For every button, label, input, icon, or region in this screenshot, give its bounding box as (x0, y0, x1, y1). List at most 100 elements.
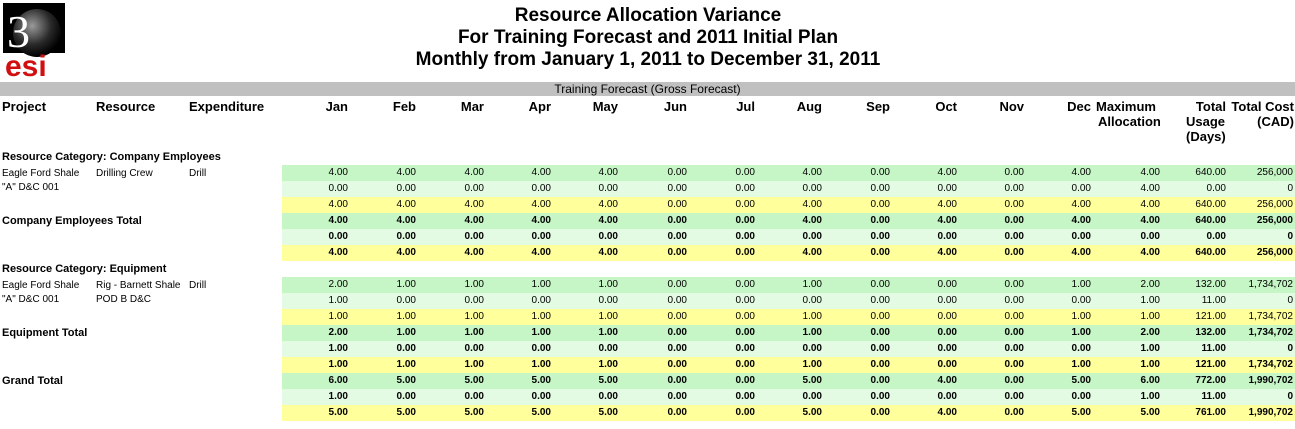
value-cell: 761.00 (1195, 407, 1226, 418)
value-cell: 0.00 (1004, 215, 1024, 226)
value-cell: 0.00 (328, 183, 348, 194)
value-cell: 4.00 (396, 199, 416, 210)
value-cell: 0.00 (598, 343, 618, 354)
value-cell: 5.00 (531, 375, 551, 386)
value-cell: 4.00 (396, 247, 416, 258)
value-cell: 2.00 (328, 327, 348, 338)
value-cell: 0.00 (1004, 167, 1024, 178)
plan-row: 0.00 0.00 0.00 0.00 0.00 0.00 0.00 0.00 0.00 0.00… (282, 229, 1295, 245)
value-cell: 5.00 (1071, 375, 1091, 386)
value-cell: 4.00 (598, 247, 618, 258)
value-cell: 1.00 (802, 279, 822, 290)
category-label: Resource Category: Company Employees (2, 151, 221, 163)
value-cell: 4.00 (802, 215, 822, 226)
value-cell: 0.00 (667, 391, 687, 402)
value-cell: 0.00 (802, 183, 822, 194)
value-cell: 4.00 (464, 167, 484, 178)
value-cell: 4.00 (1071, 247, 1091, 258)
value-cell: 4.00 (531, 247, 551, 258)
value-cell: 0.00 (1071, 391, 1091, 402)
value-cell: 1.00 (396, 279, 416, 290)
value-cell: 0.00 (1071, 183, 1091, 194)
value-cell: 0.00 (1004, 343, 1024, 354)
value-cell: 4.00 (1140, 215, 1160, 226)
value-cell: 1.00 (464, 359, 484, 370)
value-cell: 0.00 (598, 183, 618, 194)
value-cell: 0.00 (937, 231, 957, 242)
value-cell: 0.00 (1071, 231, 1091, 242)
value-cell: 0.00 (937, 391, 957, 402)
value-cell: 1.00 (328, 311, 348, 322)
value-cell: 0.00 (396, 183, 416, 194)
variance-row: 5.00 5.00 5.00 5.00 5.00 0.00 0.00 5.00 0.00 4.00… (282, 405, 1295, 421)
value-cell: 0.00 (735, 407, 755, 418)
value-cell: 5.00 (396, 375, 416, 386)
value-cell: 640.00 (1195, 215, 1226, 226)
value-cell: 0.00 (937, 183, 957, 194)
value-cell: 2.00 (328, 279, 348, 290)
value-cell: 1.00 (1140, 343, 1160, 354)
value-cell: 4.00 (598, 167, 618, 178)
header-month: Jul (736, 99, 755, 114)
value-cell: 1.00 (396, 327, 416, 338)
value-cell: 0.00 (1004, 231, 1024, 242)
report-subtitle: For Training Forecast and 2011 Initial P… (457, 27, 839, 48)
value-cell: 0.00 (1071, 295, 1091, 306)
value-cell: 0.00 (870, 199, 890, 210)
resource-name: Rig - Barnett Shale (96, 280, 181, 291)
value-cell: 4.00 (1140, 247, 1160, 258)
value-cell: 1,990,702 (1248, 375, 1294, 386)
value-cell: 0.00 (667, 215, 687, 226)
report-title: Resource Allocation Variance (514, 5, 782, 26)
value-cell: 0.00 (531, 183, 551, 194)
value-cell: 0.00 (870, 359, 890, 370)
value-cell: 256,000 (1256, 167, 1293, 178)
plan-row: 1.00 0.00 0.00 0.00 0.00 0.00 0.00 0.00 0.00 0.00… (282, 341, 1295, 357)
value-cell: 0.00 (1004, 327, 1024, 338)
value-cell: 2.00 (1140, 279, 1160, 290)
forecast-row: 2.00 1.00 1.00 1.00 1.00 0.00 0.00 1.00 0.00 0.00… (282, 325, 1295, 341)
plan-row: 0.00 0.00 0.00 0.00 0.00 0.00 0.00 0.00 0.00 0.00… (282, 181, 1295, 197)
forecast-band: Training Forecast (Gross Forecast) (0, 82, 1295, 96)
value-cell: 0.00 (870, 215, 890, 226)
value-cell: 4.00 (1140, 199, 1160, 210)
value-cell: 121.00 (1195, 359, 1226, 370)
value-cell: 4.00 (937, 247, 957, 258)
value-cell: 5.00 (328, 407, 348, 418)
value-cell: 0.00 (870, 295, 890, 306)
value-cell: 1.00 (1071, 327, 1091, 338)
value-cell: 0.00 (1206, 231, 1226, 242)
value-cell: 0.00 (937, 327, 957, 338)
value-cell: 0.00 (802, 231, 822, 242)
value-cell: 1.00 (802, 359, 822, 370)
value-cell: 0.00 (667, 327, 687, 338)
value-cell: 0.00 (1004, 183, 1024, 194)
value-cell: 0.00 (1206, 183, 1226, 194)
value-cell: 0.00 (870, 279, 890, 290)
header-resource: Resource (96, 99, 156, 114)
value-cell: 4.00 (937, 215, 957, 226)
header-total-cost: Total Cost (CAD) (1231, 99, 1294, 129)
value-cell: 1.00 (1140, 391, 1160, 402)
value-cell: 1.00 (598, 279, 618, 290)
value-cell: 0.00 (667, 311, 687, 322)
value-cell: 0 (1287, 231, 1293, 242)
variance-row: 1.00 1.00 1.00 1.00 1.00 0.00 0.00 1.00 0.00 0.00… (282, 357, 1295, 373)
value-cell: 4.00 (802, 199, 822, 210)
svg-text:esi: esi (5, 50, 47, 77)
value-cell: 4.00 (937, 375, 957, 386)
report-date-range: Monthly from January 1, 2011 to December… (415, 49, 881, 70)
value-cell: 5.00 (802, 375, 822, 386)
value-cell: 0.00 (667, 359, 687, 370)
value-cell: 4.00 (1071, 215, 1091, 226)
value-cell: 1.00 (598, 311, 618, 322)
value-cell: 0.00 (735, 375, 755, 386)
value-cell: 5.00 (531, 407, 551, 418)
value-cell: 1.00 (464, 327, 484, 338)
project-code: "A" D&C 001 (2, 294, 60, 305)
value-cell: 0.00 (598, 295, 618, 306)
value-cell: 0.00 (802, 343, 822, 354)
value-cell: 0.00 (667, 247, 687, 258)
value-cell: 1.00 (464, 279, 484, 290)
value-cell: 0.00 (735, 343, 755, 354)
